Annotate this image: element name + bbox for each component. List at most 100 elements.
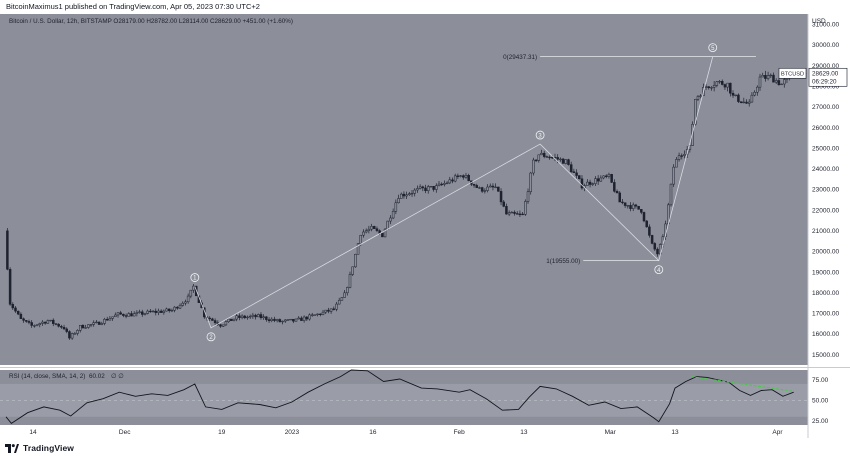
candle <box>745 99 748 104</box>
candle <box>629 202 632 212</box>
candle <box>81 324 85 329</box>
candle <box>354 253 357 268</box>
time-tick-label: 19 <box>218 429 226 436</box>
candle <box>720 79 724 86</box>
candle <box>575 169 578 179</box>
candle <box>483 188 487 194</box>
candle <box>602 175 605 180</box>
candle <box>319 313 322 317</box>
candle <box>529 171 532 195</box>
time-tick-label: 13 <box>520 429 528 436</box>
price-tick-label: 23000.00 <box>812 187 839 194</box>
candle <box>151 309 155 313</box>
candle <box>8 267 12 306</box>
legend-segment: 28114.00 <box>182 18 208 25</box>
candle <box>135 310 139 317</box>
price-tick-label: 17000.00 <box>812 311 839 318</box>
wave-label: 2 <box>206 332 216 342</box>
candle <box>650 234 654 245</box>
time-tick-label: 16 <box>369 429 377 436</box>
candle <box>227 318 230 323</box>
candle <box>747 99 751 107</box>
candle <box>537 154 541 163</box>
candle <box>35 324 39 327</box>
time-tick-label: 2023 <box>285 429 300 436</box>
candle <box>456 173 460 179</box>
candle <box>734 94 737 97</box>
candle <box>270 317 274 323</box>
candle <box>243 314 247 320</box>
candle <box>95 320 98 324</box>
candle <box>618 191 621 203</box>
wave-path <box>194 56 714 329</box>
candle <box>710 86 713 91</box>
candle <box>38 322 42 328</box>
symbol-tag-text: BTCUSD <box>781 71 804 77</box>
candle <box>491 183 495 191</box>
candle <box>381 232 384 238</box>
candle <box>758 73 762 91</box>
price-tag-countdown: 06:29:20 <box>812 78 837 85</box>
candle <box>273 316 276 323</box>
candle <box>33 324 36 328</box>
candle <box>475 183 479 189</box>
time-axis: 14Dec19202316Feb13Mar13Apr17May15Jun <box>29 429 783 436</box>
candle <box>715 81 719 88</box>
rsi-value: 60.02 <box>89 373 105 380</box>
candle <box>297 316 300 320</box>
candle <box>116 312 120 318</box>
legend-segment: 28629.00 <box>215 18 242 25</box>
trading-chart[interactable]: USD 15000.00 16000.00 17000.00 18000.00 19000… <box>0 14 850 440</box>
candle <box>761 72 764 78</box>
candle <box>443 180 446 187</box>
tradingview-logo[interactable]: TradingView <box>5 442 74 454</box>
candle <box>157 308 160 316</box>
wave-label: 3 <box>535 130 545 140</box>
candle <box>281 320 284 325</box>
attribution-bar: BitcoinMaximus1 published on TradingView… <box>0 0 850 14</box>
candle <box>87 324 90 329</box>
legend-segment: 28782.00 <box>151 18 178 25</box>
candle <box>19 312 23 319</box>
candle <box>515 211 519 215</box>
candle <box>540 149 543 156</box>
candle <box>391 208 395 220</box>
candle <box>25 320 28 323</box>
wave-label-circle <box>708 43 718 52</box>
candle <box>286 319 290 321</box>
candle <box>604 174 608 179</box>
candle <box>52 318 55 327</box>
candle <box>774 78 778 84</box>
candle <box>84 324 87 329</box>
wave-label: 1 <box>190 273 200 282</box>
price-tick-label: 15000.00 <box>812 352 839 359</box>
candle <box>130 311 133 317</box>
candle <box>146 309 149 315</box>
candle <box>505 203 508 215</box>
candle <box>111 316 114 321</box>
candle <box>723 83 727 90</box>
rsi-pane: RSI (14, close, SMA, 14, 2) 60.02 ∅ ∅ 25.00… <box>5 369 829 425</box>
price-tick-label: 27000.00 <box>812 104 839 111</box>
candle <box>464 172 468 179</box>
rsi-tick-label: 50.00 <box>812 398 829 405</box>
candle <box>731 90 735 98</box>
rsi-extra: ∅ ∅ <box>111 373 124 380</box>
candle <box>421 185 425 192</box>
candle <box>57 323 60 328</box>
candle <box>764 70 767 82</box>
candle <box>656 247 659 257</box>
candles <box>6 70 797 340</box>
candle <box>289 318 292 321</box>
time-tick-label: Dec <box>119 429 131 436</box>
price-tick-label: 18000.00 <box>812 290 839 297</box>
wave-label-text: 4 <box>657 268 661 274</box>
candle <box>472 183 476 188</box>
candle <box>742 97 746 104</box>
candle <box>445 181 449 185</box>
candle <box>459 175 462 178</box>
wave-label-circle <box>535 130 545 140</box>
tradingview-brand: TradingView <box>23 443 75 453</box>
price-pane-background <box>0 14 808 365</box>
candle <box>424 184 427 194</box>
